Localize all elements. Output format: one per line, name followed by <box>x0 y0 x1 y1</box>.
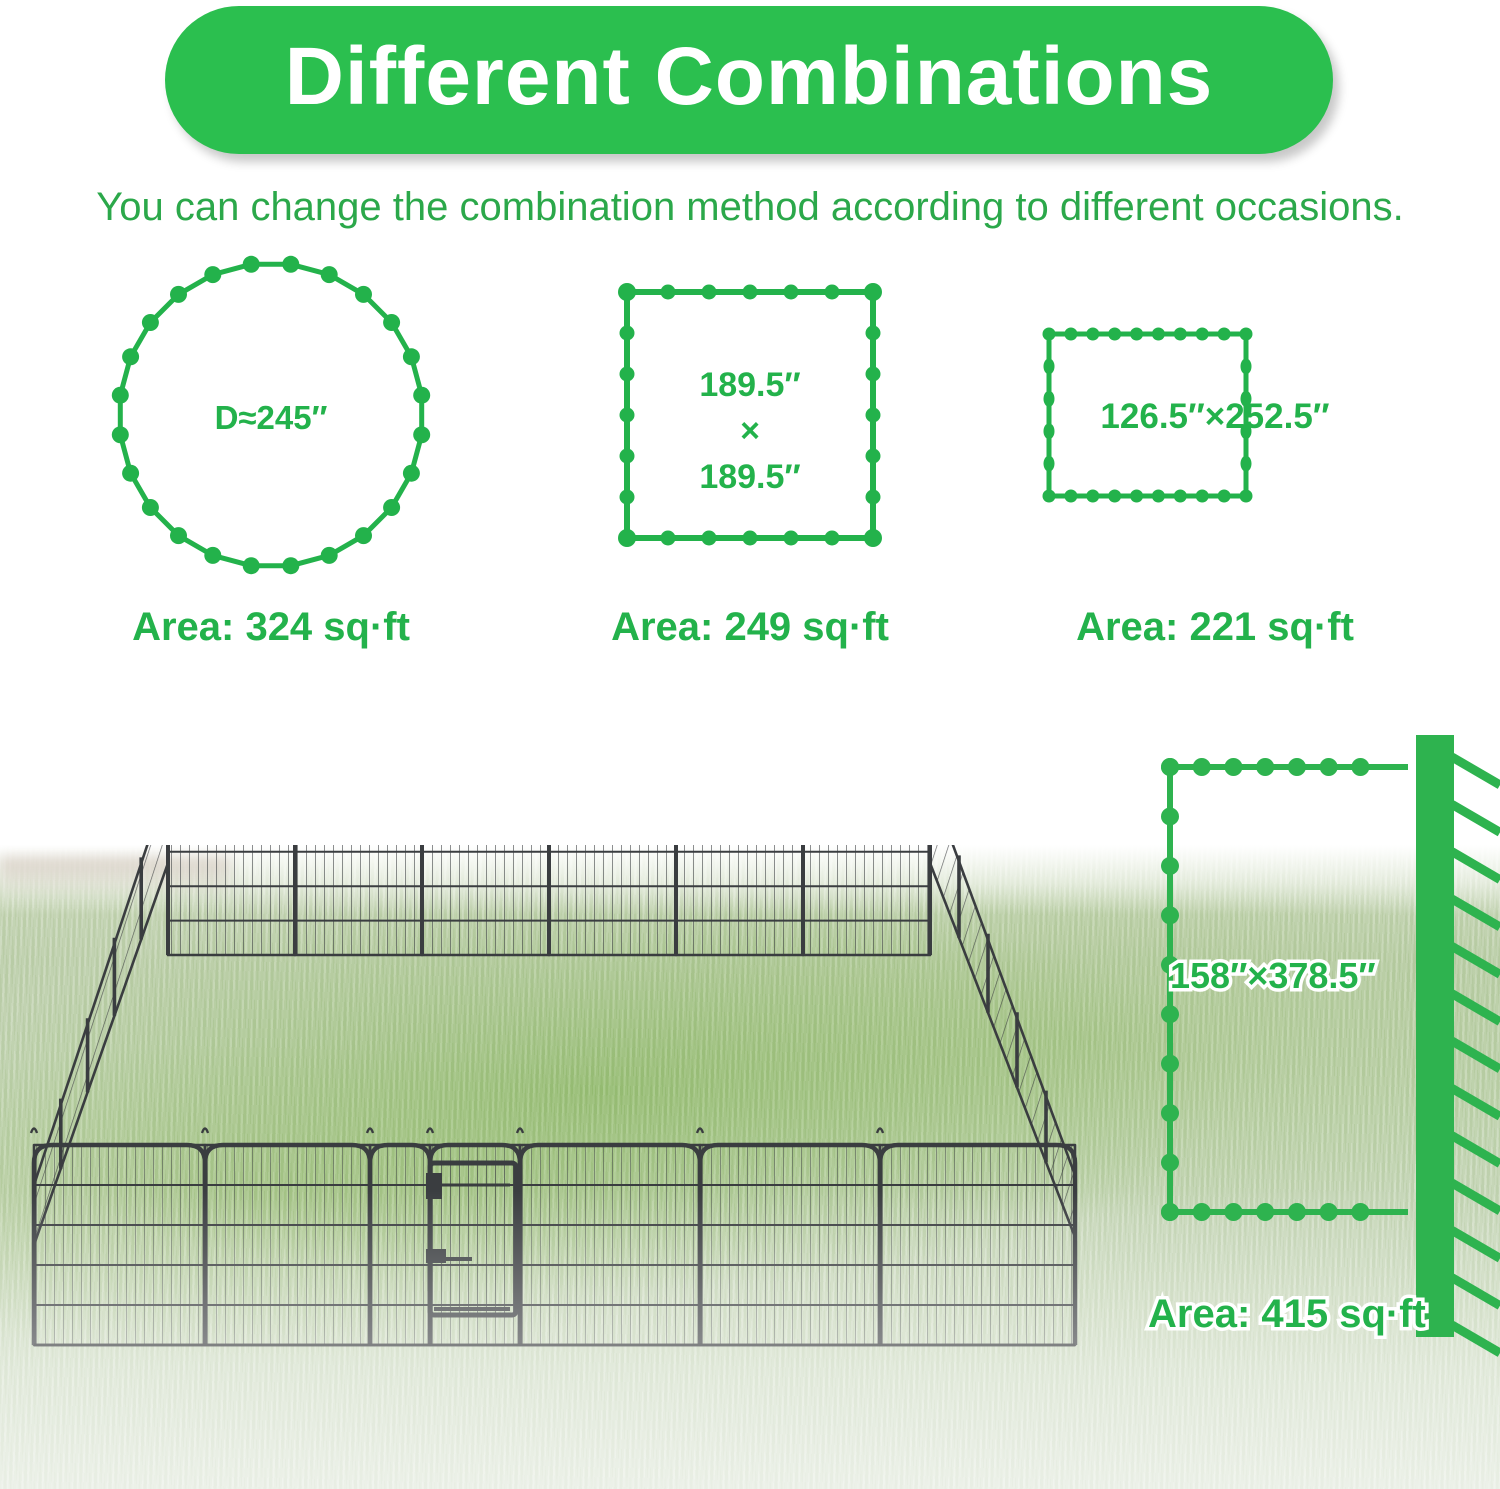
shape-rectangle-diagram <box>1040 325 1255 505</box>
wall-dimension-label: 158″×378.5″ <box>1167 952 1380 1000</box>
shape-square-diagram <box>615 280 885 550</box>
circle-polygon-svg <box>111 255 431 575</box>
shape-circle-diagram <box>96 250 446 580</box>
rectangle-polygon-svg <box>1042 327 1253 503</box>
rectangle-area-caption: Area: 221 sq·ft <box>1076 605 1354 649</box>
square-polygon-svg <box>618 283 882 547</box>
square-dim-line-3: 189.5″ <box>699 457 801 496</box>
square-dimension-block: 189.5″ × 189.5″ <box>615 363 885 501</box>
product-photo <box>0 845 1500 1489</box>
wall-layout-diagram <box>1161 735 1500 1357</box>
banner-title: Different Combinations <box>284 31 1214 122</box>
square-area-caption: Area: 249 sq·ft <box>611 605 889 649</box>
title-banner: Different Combinations <box>165 6 1333 154</box>
circle-area-caption: Area: 324 sq·ft <box>132 605 410 649</box>
rectangle-dimension-label: 126.5″×252.5″ <box>1100 397 1330 436</box>
circle-dimension-label: D≈245″ <box>214 399 328 436</box>
wall-area-caption: Area: 415 sq·ft <box>1145 1289 1430 1340</box>
subtitle-text: You can change the combination method ac… <box>96 185 1404 229</box>
square-dim-line-2: × <box>740 411 760 450</box>
square-dim-line-1: 189.5″ <box>699 366 801 404</box>
bottom-white-wash <box>0 1189 1500 1489</box>
